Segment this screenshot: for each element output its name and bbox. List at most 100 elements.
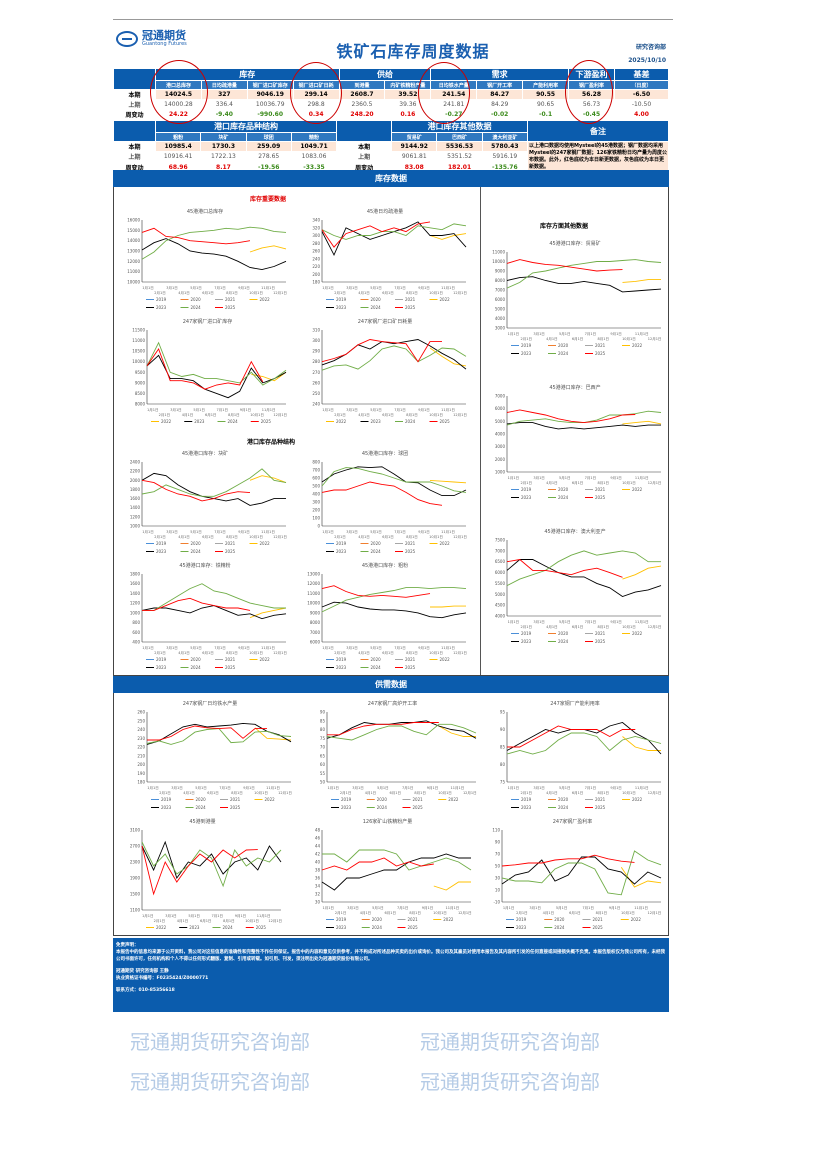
legend-label: 2024 [558, 495, 569, 500]
x-tick-label: 2月1日 [334, 650, 345, 655]
table-cell: -0.02 [476, 109, 524, 120]
x-tick-label: 12月1日 [273, 534, 287, 539]
x-tick-label: 2月1日 [521, 624, 532, 629]
y-tick-label: 4500 [495, 603, 506, 608]
chart-title: 247家钢厂日均铁水产量 [182, 701, 238, 707]
table-cell: 248.20 [338, 109, 386, 120]
series-line-2024 [141, 468, 287, 497]
y-tick-label: 16000 [127, 218, 140, 223]
series-line-2024 [142, 583, 286, 611]
x-tick-label: 4月1日 [178, 290, 189, 295]
series-line-2024 [146, 341, 287, 386]
series-line-2023 [146, 354, 287, 399]
y-tick-label: 280 [312, 359, 320, 364]
legend-label: 2021 [595, 631, 606, 636]
y-tick-label: 1800 [130, 487, 141, 492]
chart-title: 45港日均疏港量 [366, 209, 404, 215]
x-tick-label: 7月1日 [394, 407, 405, 412]
chart-plot: 6000 7000 8000 9000 10000 11000 12000 13000 1月1日… [307, 572, 467, 671]
chart: 45港港口库存：块矿 1000 1200 1400 1600 1800 2000 2200 24… [120, 450, 290, 556]
x-tick-label: 5月1日 [188, 913, 199, 918]
x-tick-label: 6月1日 [572, 790, 583, 795]
x-tick-label: 1月1日 [508, 785, 519, 790]
table-cell: 259.09 [245, 140, 292, 153]
x-tick-label: 5月1日 [370, 645, 381, 650]
series-line-2022 [622, 736, 661, 751]
x-tick-label: 12月1日 [453, 290, 467, 295]
y-tick-label: 15000 [127, 228, 140, 233]
legend-label: 2022 [260, 657, 271, 662]
series-line-2025 [327, 722, 439, 736]
y-tick-label: 10500 [132, 349, 145, 354]
x-tick-label: 8月1日 [406, 534, 417, 539]
y-tick-label: 4000 [495, 432, 506, 437]
x-tick-label: 11月1日 [262, 407, 276, 412]
key-data-heading: 库存重要数据 [250, 196, 287, 203]
legend-label: 2021 [405, 541, 416, 546]
series-line-2025 [147, 725, 267, 741]
row-label: 上期 [113, 99, 156, 110]
y-tick-label: 3000 [495, 444, 506, 449]
y-tick-label: 5000 [495, 307, 506, 312]
x-tick-label: 10月1日 [433, 910, 447, 915]
y-tick-label: 200 [312, 508, 320, 513]
legend-label: 2022 [440, 657, 451, 662]
chart: 45港港口库存：巴西产 1000 2000 3000 4000 5000 6000 7000 1… [485, 384, 665, 502]
x-tick-label: 4月1日 [546, 480, 557, 485]
y-tick-label: 11000 [127, 269, 140, 274]
y-tick-label: 44 [315, 844, 321, 849]
x-tick-label: 8月1日 [598, 336, 609, 341]
y-tick-label: 2400 [130, 460, 141, 465]
table-cell: 9061.81 [391, 151, 438, 163]
x-tick-label: 12月1日 [648, 910, 662, 915]
chart-plot: 1000 2000 3000 4000 5000 6000 7000 1月1日2月1日3月1日… [495, 394, 662, 501]
x-tick-label: 4月1日 [178, 534, 189, 539]
y-tick-label: 9000 [135, 380, 146, 385]
x-tick-label: 8月1日 [414, 790, 425, 795]
disclaimer-title: 免责声明： [116, 943, 139, 948]
department: 研究咨询部 [635, 44, 666, 51]
x-tick-label: 9月1日 [610, 619, 621, 624]
x-tick-label: 6月1日 [390, 790, 401, 795]
y-tick-label: 8000 [495, 278, 506, 283]
x-tick-label: 6月1日 [572, 336, 583, 341]
series-line-2024 [321, 345, 467, 371]
chart: 247家钢厂进口矿日耗量 240 250 260 270 280 290 300 310 1月1日… [300, 318, 470, 426]
x-tick-label: 6月1日 [569, 910, 580, 915]
series-line-2024 [141, 226, 287, 260]
chart-title: 45港港口库存：铁精粉 [179, 563, 231, 569]
y-tick-label: 1000 [130, 610, 141, 615]
x-tick-label: 12月1日 [458, 910, 472, 915]
table-cell: 84.27 [476, 89, 524, 100]
legend-label: 2024 [558, 639, 569, 644]
y-tick-label: 3000 [495, 326, 506, 331]
legend-label: 2025 [405, 665, 416, 670]
x-tick-label: 11月1日 [635, 475, 649, 480]
y-tick-label: 220 [312, 264, 320, 269]
x-tick-label: 10月1日 [622, 624, 636, 629]
x-tick-label: 5月1日 [556, 905, 567, 910]
x-tick-label: 3月1日 [533, 331, 544, 336]
x-tick-label: 5月1日 [370, 285, 381, 290]
column-header: （日度） [614, 80, 669, 90]
y-tick-label: 250 [312, 391, 320, 396]
y-tick-label: 11000 [132, 338, 145, 343]
chart-title: 126家矿山铁精粉产量 [362, 819, 413, 825]
x-tick-label: 7月1日 [214, 285, 225, 290]
column-divider [480, 187, 481, 675]
series-line-2025 [506, 259, 623, 272]
highlight-circle [418, 62, 470, 124]
y-tick-label: 36 [315, 876, 321, 881]
series-line-2022 [249, 607, 287, 619]
x-tick-label: 9月1日 [238, 285, 249, 290]
x-tick-label: 9月1日 [609, 905, 620, 910]
x-tick-label: 3月1日 [347, 905, 358, 910]
section-inventory: 库存数据 [113, 170, 669, 187]
x-tick-label: 10月1日 [438, 790, 452, 795]
section-supply: 供需数据 [113, 676, 669, 693]
table-cell: 336.4 [200, 99, 248, 110]
legend-label: 2019 [336, 917, 347, 922]
y-tick-label: 180 [312, 280, 320, 285]
table-cell: 84.29 [476, 99, 524, 110]
y-tick-label: 280 [312, 241, 320, 246]
